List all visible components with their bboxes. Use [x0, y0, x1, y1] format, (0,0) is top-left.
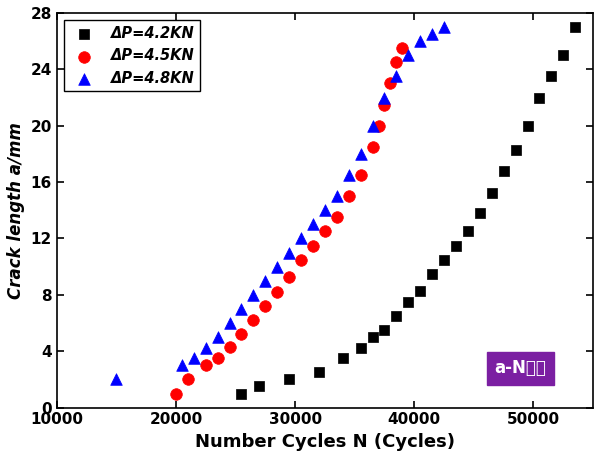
ΔP=4.8KN — [112, 376, 121, 383]
ΔP=4.2KN — [559, 52, 568, 59]
ΔP=4.8KN — [225, 319, 235, 327]
ΔP=4.8KN — [284, 249, 294, 256]
ΔP=4.2KN — [487, 190, 497, 197]
ΔP=4.5KN — [248, 316, 258, 324]
ΔP=4.8KN — [260, 277, 270, 284]
ΔP=4.5KN — [374, 122, 383, 129]
Text: (a): (a) — [70, 25, 101, 44]
ΔP=4.5KN — [368, 143, 377, 151]
Y-axis label: Crack length a/mm: Crack length a/mm — [7, 122, 25, 299]
ΔP=4.2KN — [523, 122, 532, 129]
ΔP=4.8KN — [356, 150, 365, 158]
ΔP=4.5KN — [171, 390, 181, 397]
ΔP=4.5KN — [392, 59, 401, 66]
ΔP=4.2KN — [547, 73, 556, 80]
ΔP=4.2KN — [404, 298, 413, 305]
ΔP=4.5KN — [308, 242, 318, 249]
ΔP=4.2KN — [463, 228, 473, 235]
ΔP=4.8KN — [404, 52, 413, 59]
ΔP=4.2KN — [415, 287, 425, 294]
ΔP=4.8KN — [320, 207, 329, 214]
ΔP=4.5KN — [398, 44, 407, 52]
ΔP=4.2KN — [380, 327, 389, 334]
ΔP=4.8KN — [439, 23, 449, 31]
ΔP=4.8KN — [332, 192, 341, 200]
X-axis label: Number Cycles N (Cycles): Number Cycles N (Cycles) — [195, 433, 455, 451]
ΔP=4.2KN — [338, 354, 347, 362]
ΔP=4.5KN — [183, 376, 193, 383]
ΔP=4.8KN — [189, 354, 199, 362]
ΔP=4.8KN — [392, 73, 401, 80]
ΔP=4.2KN — [451, 242, 461, 249]
ΔP=4.2KN — [314, 369, 324, 376]
ΔP=4.8KN — [177, 362, 187, 369]
ΔP=4.5KN — [386, 80, 395, 87]
ΔP=4.2KN — [236, 390, 246, 397]
ΔP=4.8KN — [427, 30, 437, 38]
ΔP=4.8KN — [344, 171, 353, 179]
ΔP=4.2KN — [368, 333, 377, 341]
ΔP=4.5KN — [296, 256, 306, 263]
ΔP=4.2KN — [535, 94, 544, 101]
ΔP=4.2KN — [571, 23, 580, 31]
ΔP=4.2KN — [427, 270, 437, 278]
ΔP=4.8KN — [308, 221, 318, 228]
ΔP=4.2KN — [284, 376, 294, 383]
Legend: ΔP=4.2KN, ΔP=4.5KN, ΔP=4.8KN: ΔP=4.2KN, ΔP=4.5KN, ΔP=4.8KN — [64, 20, 200, 92]
ΔP=4.8KN — [213, 333, 223, 341]
ΔP=4.2KN — [499, 167, 508, 174]
ΔP=4.2KN — [439, 256, 449, 263]
ΔP=4.5KN — [201, 362, 211, 369]
ΔP=4.2KN — [254, 383, 264, 390]
ΔP=4.8KN — [248, 291, 258, 299]
ΔP=4.5KN — [213, 354, 223, 362]
ΔP=4.8KN — [272, 263, 282, 270]
ΔP=4.2KN — [511, 146, 520, 153]
ΔP=4.8KN — [201, 345, 211, 352]
ΔP=4.5KN — [380, 101, 389, 108]
ΔP=4.5KN — [236, 331, 246, 338]
ΔP=4.2KN — [392, 312, 401, 320]
ΔP=4.2KN — [475, 209, 485, 217]
ΔP=4.2KN — [356, 345, 365, 352]
ΔP=4.5KN — [260, 302, 270, 310]
Text: a-N曲线: a-N曲线 — [495, 359, 547, 377]
ΔP=4.5KN — [272, 289, 282, 296]
ΔP=4.5KN — [344, 192, 353, 200]
ΔP=4.5KN — [225, 344, 235, 351]
ΔP=4.8KN — [415, 38, 425, 45]
ΔP=4.5KN — [320, 228, 329, 235]
ΔP=4.8KN — [368, 122, 377, 129]
ΔP=4.5KN — [284, 273, 294, 280]
ΔP=4.8KN — [236, 305, 246, 313]
ΔP=4.5KN — [356, 171, 365, 179]
ΔP=4.8KN — [296, 235, 306, 242]
ΔP=4.8KN — [380, 94, 389, 101]
ΔP=4.5KN — [332, 214, 341, 221]
